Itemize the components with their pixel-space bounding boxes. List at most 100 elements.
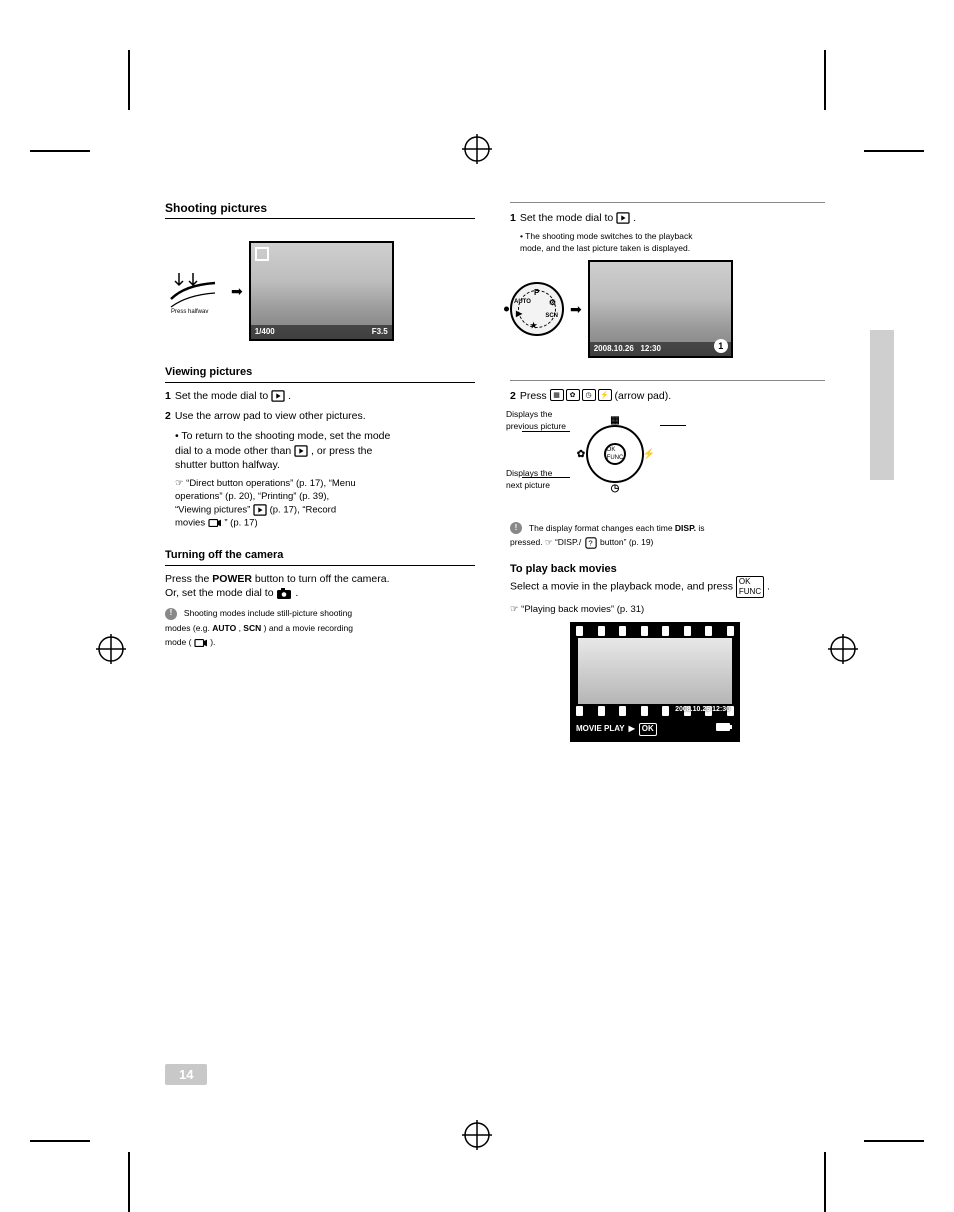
battery-icon <box>716 722 734 736</box>
note-a: Shooting modes include still-picture sho… <box>184 608 352 618</box>
note2-c: pressed. <box>510 537 545 547</box>
ref-c: “Viewing pictures” <box>175 504 253 515</box>
r-bullet-a: • The shooting mode switches to the play… <box>520 231 692 241</box>
ref-c2: (p. 17), “Record <box>270 504 337 515</box>
r-step2-b: (arrow pad). <box>615 390 672 402</box>
switch-line-c: , or press the <box>311 445 372 457</box>
flash-icon: ⚡ <box>598 389 612 401</box>
divider <box>510 380 825 381</box>
arrowpad-glyphs: ▦ ✿ ◷ ⚡ <box>550 389 612 401</box>
arrow-pad-illustration: OKFUNC ▦ ◷ ✿ ⚡ <box>570 409 660 499</box>
ref-b: operations” (p. 20), “Printing” (p. 39), <box>175 491 329 502</box>
svg-text:?: ? <box>588 539 592 548</box>
r-step1-label: 1 <box>510 211 516 225</box>
lcd-preview-playback: 2008.10.26 12:30 1 <box>588 260 733 358</box>
divider <box>510 202 825 203</box>
lcd-time: 12:30 <box>640 344 660 353</box>
lcd-shutterspeed: 1/400 <box>255 327 275 338</box>
playback-icon <box>616 212 630 224</box>
pad-caption-next: Displays the next picture <box>506 468 566 491</box>
subsection-title-viewing: Viewing pictures <box>165 365 475 383</box>
shutter-button-illustration: Press halfway <box>165 269 225 313</box>
note-b: modes (e.g. <box>165 623 212 633</box>
r-step2-label: 2 <box>510 389 516 403</box>
step-label-2: 2 <box>165 409 171 423</box>
movie-ok-icon: OK <box>639 723 657 736</box>
step2-text: Use the arrow pad to view other pictures… <box>175 409 366 423</box>
movie-lcd-frame: 2008.10.26 12:30 MOVIE PLAY ▶ OK <box>570 622 740 742</box>
note-auto: AUTO <box>212 623 236 633</box>
arrow-pad-left-icon: ✿ <box>573 446 589 462</box>
movie-subtitle: To play back movies <box>510 562 825 577</box>
camera-icon <box>276 586 292 600</box>
guide-icon: ? <box>584 537 598 549</box>
mode-dial-illustration: P ⚙ SCN ★ ▶ AUTO <box>510 282 564 336</box>
note-h: ). <box>210 637 215 647</box>
note-g: mode ( <box>165 637 191 647</box>
movie-play-arrow-icon: ▶ <box>629 724 635 735</box>
note-f: ) and a movie recording <box>264 623 353 633</box>
registration-mark-left <box>96 634 126 664</box>
r-step2-a: Press <box>520 390 550 402</box>
arrow-right-icon: ➡ <box>231 284 243 298</box>
ref-a: “Direct button operations” (p. 17), “Men… <box>186 478 356 489</box>
power-or2: . <box>295 587 298 599</box>
power-bold: POWER <box>212 573 252 585</box>
movie-date: 2008.10.26 12:30 <box>675 706 730 713</box>
ok-func-button: OKFUNC <box>604 443 626 465</box>
switch-line-a: • To return to the shooting mode, set th… <box>175 430 390 442</box>
movie-body-b: . <box>767 581 770 593</box>
movie-icon <box>208 517 222 529</box>
note2-ref: “DISP./ <box>555 537 581 547</box>
switch-line-b: dial to a mode other than <box>175 445 294 457</box>
lcd-fnumber: F3.5 <box>372 327 388 338</box>
side-tab <box>870 330 894 480</box>
step1-text-a: Set the mode dial to <box>175 390 271 402</box>
registration-mark-right <box>828 634 858 664</box>
playback-icon <box>271 390 285 402</box>
svg-text:Press halfway: Press halfway <box>171 309 208 313</box>
section-title-shooting: Shooting pictures <box>165 200 475 219</box>
step1-text-b: . <box>288 390 291 402</box>
playback-icon <box>294 445 308 457</box>
note2-ref2: button” (p. 19) <box>600 537 653 547</box>
subsection-title-power: Turning off the camera <box>165 548 475 566</box>
registration-mark-top <box>462 134 492 164</box>
note-scn: SCN <box>243 623 261 633</box>
arrow-pad-right-icon: ⚡ <box>641 446 657 462</box>
exposure-icon: ▦ <box>550 389 564 401</box>
page-number: 14 <box>165 1064 207 1085</box>
arrow-right-icon: ➡ <box>570 302 582 316</box>
page-number-text: 14 <box>179 1067 193 1082</box>
r-step1-a: Set the mode dial to <box>520 212 616 224</box>
ref-d2: ” (p. 17) <box>224 517 257 528</box>
power-step-b: button to turn off the camera. <box>255 573 390 585</box>
arrow-pad-down-icon: ◷ <box>607 480 623 496</box>
lcd-frame-number: 1 <box>714 339 728 353</box>
playback-icon <box>253 504 267 516</box>
macro-icon: ✿ <box>566 389 580 401</box>
power-or: Or, set the mode dial to <box>165 587 276 599</box>
registration-mark-bottom <box>462 1120 492 1150</box>
arrow-pad-up-icon: ▦ <box>607 412 623 428</box>
step-label-1: 1 <box>165 389 171 403</box>
lcd-date: 2008.10.26 <box>594 344 634 353</box>
movie-ref: “Playing back movies” (p. 31) <box>521 604 644 615</box>
ref-d: movies <box>175 517 208 528</box>
power-step-a: Press the <box>165 573 212 585</box>
note-flag-icon: ! <box>510 522 522 534</box>
movie-icon <box>194 637 208 649</box>
ok-func-icon: OKFUNC <box>736 576 764 597</box>
pad-caption-prev: Displays the previous picture <box>506 409 566 432</box>
r-bullet-b: mode, and the last picture taken is disp… <box>520 243 690 253</box>
movie-body-a: Select a movie in the playback mode, and… <box>510 581 733 593</box>
lcd-preview-shooting: 1/400 F3.5 <box>249 241 394 341</box>
note-flag-icon: ! <box>165 608 177 620</box>
timer-icon: ◷ <box>582 389 596 401</box>
note2-a: The display format changes each time <box>529 523 675 533</box>
af-target-icon <box>255 247 269 261</box>
movie-bar-label: MOVIE PLAY <box>576 724 625 735</box>
switch-line-d: shutter button halfway. <box>175 459 280 471</box>
note2-b: is <box>698 523 704 533</box>
r-step1-b: . <box>633 212 636 224</box>
